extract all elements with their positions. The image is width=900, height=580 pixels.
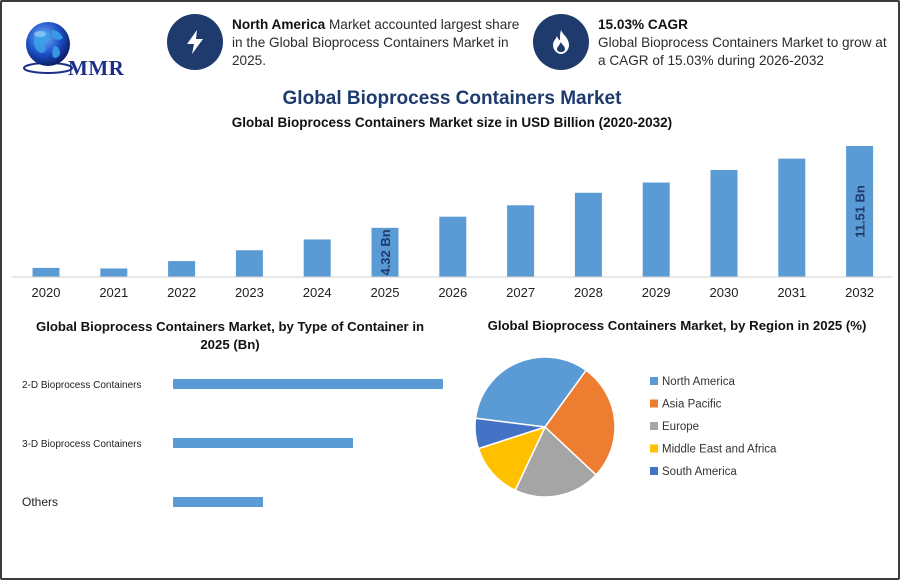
pie-slice-4 bbox=[474, 417, 546, 450]
bar-2022 bbox=[168, 261, 196, 277]
flame-icon bbox=[553, 30, 569, 54]
mmr-logo: MMR bbox=[18, 16, 138, 80]
bar-2027 bbox=[507, 205, 535, 277]
bar-2023 bbox=[235, 250, 263, 277]
lightning-icon bbox=[187, 30, 203, 54]
legend-label: Europe bbox=[662, 421, 699, 433]
globe-icon bbox=[23, 22, 73, 74]
x-tick-label: 2030 bbox=[710, 285, 739, 300]
x-tick-label: 2032 bbox=[845, 285, 874, 300]
x-tick-label: 2026 bbox=[438, 285, 467, 300]
region-pie-chart: North America Asia Pacific Europe Middle Ea… bbox=[474, 356, 777, 498]
x-tick-label: 2020 bbox=[32, 285, 61, 300]
y-tick-label: 3-D Bioprocess Containers bbox=[22, 439, 142, 450]
data-label: 4.32 Bn bbox=[378, 229, 393, 275]
info-region-body: Market accounted largest share in the Gl… bbox=[232, 17, 520, 68]
info-region-text: North America Market accounted largest s… bbox=[232, 16, 522, 70]
bar-2031 bbox=[778, 158, 806, 277]
pie-slice-0 bbox=[474, 356, 588, 428]
type-chart-title: Global Bioprocess Containers Market, by … bbox=[35, 319, 425, 352]
legend-swatch bbox=[650, 444, 658, 453]
pie-slice-1 bbox=[544, 369, 616, 476]
bar-2026 bbox=[439, 216, 467, 277]
x-tick-label: 2024 bbox=[303, 285, 332, 300]
legend-swatch bbox=[650, 377, 658, 385]
logo-text: MMR bbox=[68, 56, 125, 80]
legend-swatch bbox=[650, 422, 658, 430]
x-tick-label: 2028 bbox=[574, 285, 603, 300]
x-tick-label: 2029 bbox=[642, 285, 671, 300]
market-size-bar-chart: 2020 2021 2022 2023 2024 2025 2026 2027 2028 2029… bbox=[12, 146, 892, 300]
bar-2021 bbox=[100, 268, 128, 277]
region-chart-title: Global Bioprocess Containers Market, by … bbox=[487, 318, 867, 333]
container-type-bar-chart: 2-D Bioprocess Containers 3-D Bioprocess … bbox=[22, 379, 443, 509]
x-tick-label: 2022 bbox=[167, 285, 196, 300]
x-tick-label: 2021 bbox=[99, 285, 128, 300]
legend-label: Asia Pacific bbox=[662, 399, 722, 411]
y-tick-label: 2-D Bioprocess Containers bbox=[22, 380, 142, 391]
info-cagr-title: 15.03% CAGR bbox=[598, 17, 688, 32]
bar-2024 bbox=[303, 239, 331, 277]
bar-2025 bbox=[371, 227, 399, 277]
legend-label: Middle East and Africa bbox=[662, 444, 777, 456]
bar-2030 bbox=[710, 170, 738, 277]
bar-2028 bbox=[574, 192, 602, 277]
pie-slice-2 bbox=[514, 425, 598, 498]
x-tick-label: 2031 bbox=[777, 285, 806, 300]
info-badge-cagr bbox=[533, 14, 589, 70]
hbar-1 bbox=[173, 438, 353, 448]
x-tick-label: 2025 bbox=[371, 285, 400, 300]
bar-2032 bbox=[846, 146, 874, 277]
info-badge-region bbox=[167, 14, 223, 70]
bar-2020 bbox=[32, 267, 60, 277]
legend-swatch bbox=[650, 399, 658, 408]
hbar-2 bbox=[173, 497, 263, 507]
bar-chart-title: Global Bioprocess Containers Market size… bbox=[231, 115, 673, 130]
pie-slice-3 bbox=[477, 425, 547, 492]
main-title: Global Bioprocess Containers Market bbox=[282, 88, 622, 109]
info-cagr-text: 15.03% CAGR Global Bioprocess Containers… bbox=[598, 16, 893, 70]
bar-2029 bbox=[642, 182, 670, 277]
hbar-0 bbox=[173, 379, 443, 389]
legend-label: South America bbox=[662, 466, 737, 478]
data-label: 11.51 Bn bbox=[853, 185, 868, 238]
info-region-bold: North America bbox=[232, 17, 326, 32]
x-tick-label: 2027 bbox=[506, 285, 535, 300]
x-tick-label: 2023 bbox=[235, 285, 264, 300]
y-tick-label: Others bbox=[22, 495, 58, 509]
legend-swatch bbox=[650, 467, 658, 475]
legend-label: North America bbox=[662, 376, 735, 388]
info-cagr-body: Global Bioprocess Containers Market to g… bbox=[598, 35, 887, 68]
